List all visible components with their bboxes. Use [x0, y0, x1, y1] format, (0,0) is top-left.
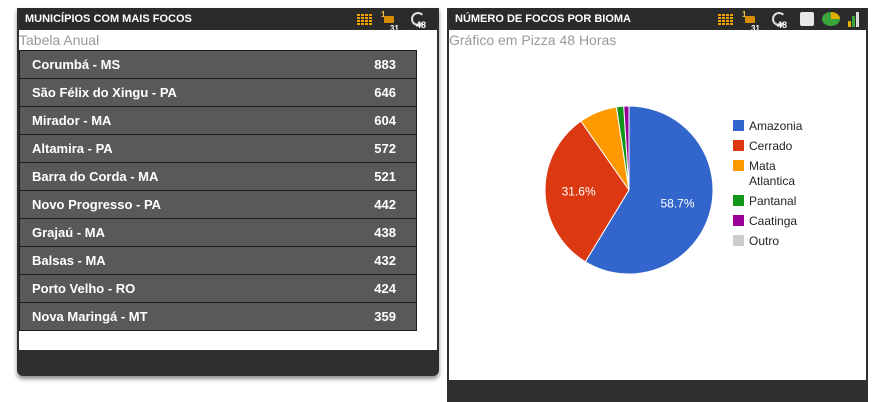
table-row[interactable]: Novo Progresso - PA 442: [19, 191, 417, 219]
pie-slice-amazonia[interactable]: [584, 105, 714, 275]
bioma-pie-chart: 58.7% 31.6% Amazonia Cerrado Mata Atlantica Pa…: [544, 105, 803, 275]
table-row[interactable]: Porto Velho - RO 424: [19, 275, 417, 303]
focos-count: 604: [374, 113, 396, 128]
legend-swatch: [733, 140, 744, 151]
focos-count: 883: [374, 57, 396, 72]
municipio-name: São Félix do Xingu - PA: [32, 85, 177, 100]
calendar-icon-bar: [745, 16, 755, 23]
table-row[interactable]: Balsas - MA 432: [19, 247, 417, 275]
table-grid-icon[interactable]: [718, 13, 734, 25]
calendar-icon-number: 31: [751, 24, 760, 33]
calendar-31-icon[interactable]: 1 31: [381, 10, 403, 34]
clock-icon-number: 48: [777, 20, 788, 30]
pie-chart-icon[interactable]: [822, 12, 840, 26]
legend-swatch: [733, 215, 744, 226]
focos-count: 572: [374, 141, 396, 156]
table-row[interactable]: Barra do Corda - MA 521: [19, 163, 417, 191]
table-row[interactable]: Mirador - MA 604: [19, 107, 417, 135]
municipios-panel: MUNICÍPIOS COM MAIS FOCOS 1 31 48 Tabela…: [17, 8, 439, 376]
clock-ring: [411, 12, 425, 26]
focos-count: 442: [374, 197, 396, 212]
municipio-name: Barra do Corda - MA: [32, 169, 159, 184]
legend-swatch: [733, 160, 744, 171]
table-row[interactable]: Corumbá - MS 883: [19, 51, 417, 79]
calendar-icon-number: 31: [390, 24, 399, 33]
focos-count: 438: [374, 225, 396, 240]
legend-label[interactable]: Caatinga: [749, 214, 797, 228]
pie-slice-caatinga[interactable]: [623, 105, 630, 191]
biomas-panel-toolbar: 1 31 48: [718, 8, 860, 34]
calendar-icon-label: 1: [742, 10, 747, 19]
focos-count: 646: [374, 85, 396, 100]
biomas-panel-header: NÚMERO DE FOCOS POR BIOMA 1 31 48: [449, 8, 866, 34]
legend-label[interactable]: Outro: [749, 234, 779, 248]
calendar-icon-label: 1: [381, 10, 386, 19]
municipio-name: Porto Velho - RO: [32, 281, 136, 296]
legend-label[interactable]: Cerrado: [749, 139, 793, 153]
table-grid-icon[interactable]: [357, 13, 373, 25]
pie-slice-label: 31.6%: [562, 185, 596, 199]
municipio-name: Grajaú - MA: [32, 225, 105, 240]
municipios-panel-title: MUNICÍPIOS COM MAIS FOCOS: [25, 13, 192, 25]
clock-48-icon[interactable]: 48: [411, 11, 431, 30]
focos-count: 359: [374, 309, 396, 324]
municipio-name: Altamira - PA: [32, 141, 113, 156]
focos-count: 424: [374, 281, 396, 296]
municipios-panel-toolbar: 1 31 48: [357, 8, 431, 34]
municipio-name: Nova Maringá - MT: [32, 309, 148, 324]
municipios-table: Corumbá - MS 883 São Félix do Xingu - PA 64…: [19, 50, 417, 331]
legend-swatch: [733, 235, 744, 246]
biomas-panel-subtitle: Gráfico em Pizza 48 Horas: [449, 32, 617, 48]
municipios-panel-header: MUNICÍPIOS COM MAIS FOCOS 1 31 48: [19, 8, 437, 34]
municipio-name: Balsas - MA: [32, 253, 106, 268]
bar-chart-icon[interactable]: [848, 11, 860, 27]
focos-count: 432: [374, 253, 396, 268]
municipio-name: Mirador - MA: [32, 113, 112, 128]
municipios-panel-subtitle: Tabela Anual: [19, 32, 100, 48]
municipio-name: Novo Progresso - PA: [32, 197, 162, 212]
clock-48-icon[interactable]: 48: [772, 11, 792, 30]
biomas-panel-footer: [449, 380, 866, 402]
legend-label[interactable]: Amazonia: [749, 119, 803, 133]
calendar-31-icon[interactable]: 1 31: [742, 10, 764, 34]
focos-count: 521: [374, 169, 396, 184]
biomas-panel-title: NÚMERO DE FOCOS POR BIOMA: [455, 13, 632, 25]
legend-swatch: [733, 195, 744, 206]
municipios-panel-footer: [19, 350, 437, 376]
calendar-icon-bar: [384, 16, 394, 23]
clock-icon-number: 48: [416, 20, 427, 30]
document-icon[interactable]: [800, 12, 814, 26]
table-row[interactable]: Grajaú - MA 438: [19, 219, 417, 247]
pie-slice-cerrado[interactable]: [544, 120, 630, 263]
municipio-name: Corumbá - MS: [32, 57, 121, 72]
legend-swatch: [733, 120, 744, 131]
clock-ring: [772, 12, 786, 26]
table-row[interactable]: Nova Maringá - MT 359: [19, 303, 417, 331]
biomas-panel: NÚMERO DE FOCOS POR BIOMA 1 31 48 Gráfic…: [447, 8, 868, 402]
table-row[interactable]: Altamira - PA 572: [19, 135, 417, 163]
pie-slice-label: 58.7%: [661, 197, 695, 211]
legend-label[interactable]: Mata Atlantica: [749, 159, 795, 188]
table-row[interactable]: São Félix do Xingu - PA 646: [19, 79, 417, 107]
legend-label[interactable]: Pantanal: [749, 194, 796, 208]
